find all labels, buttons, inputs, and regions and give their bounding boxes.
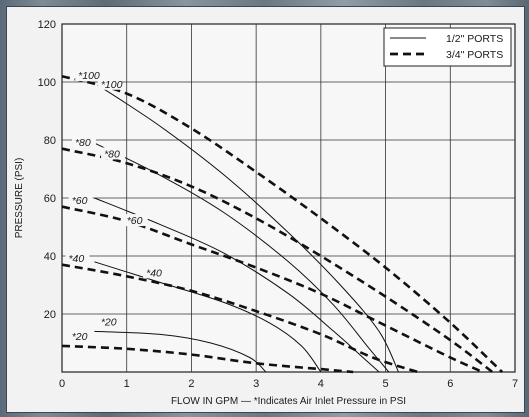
x-tick-label: 5 (383, 378, 389, 390)
legend-label-three-quarter-inch: 3/4" PORTS (446, 49, 503, 61)
x-tick-label: 4 (318, 378, 324, 390)
y-tick-label: 60 (44, 193, 56, 205)
curve-label-80: *80 (75, 137, 91, 149)
curve-label-60: *60 (72, 195, 88, 207)
x-tick-label: 7 (512, 378, 518, 390)
x-tick-label: 3 (253, 378, 259, 390)
legend-label-half-inch: 1/2" PORTS (446, 33, 503, 45)
legend: 1/2" PORTS 3/4" PORTS (384, 28, 511, 66)
y-tick-label: 20 (44, 309, 56, 321)
y-tick-label: 120 (38, 19, 56, 31)
x-tick-label: 1 (124, 378, 130, 390)
curve-label-80: *80 (104, 148, 120, 160)
curve-label-100: *100 (101, 79, 123, 91)
y-axis-title: PRESSURE (PSI) (14, 158, 25, 239)
y-tick-label: 80 (44, 135, 56, 147)
curve-label-40: *40 (146, 267, 162, 279)
curve-label-20: *20 (101, 317, 117, 329)
curve-label-60: *60 (127, 215, 143, 227)
y-tick-label: 40 (44, 251, 56, 263)
curve-label-20: *20 (72, 331, 88, 343)
y-tick-label: 100 (38, 77, 56, 89)
x-tick-label: 2 (188, 378, 194, 390)
chart-frame: 0 1 2 3 4 5 6 7 20 40 60 80 100 120 *100 *80 *60 *40 *20 *… (6, 6, 525, 413)
x-tick-label: 6 (447, 378, 453, 390)
curve-label-100: *100 (78, 70, 100, 82)
pump-performance-chart: 0 1 2 3 4 5 6 7 20 40 60 80 100 120 *100 *80 *60 *40 *20 *… (7, 7, 524, 412)
curve-label-40: *40 (68, 253, 84, 265)
x-tick-label: 0 (59, 378, 65, 390)
x-axis-title: FLOW IN GPM — *Indicates Air Inlet Press… (171, 396, 406, 407)
